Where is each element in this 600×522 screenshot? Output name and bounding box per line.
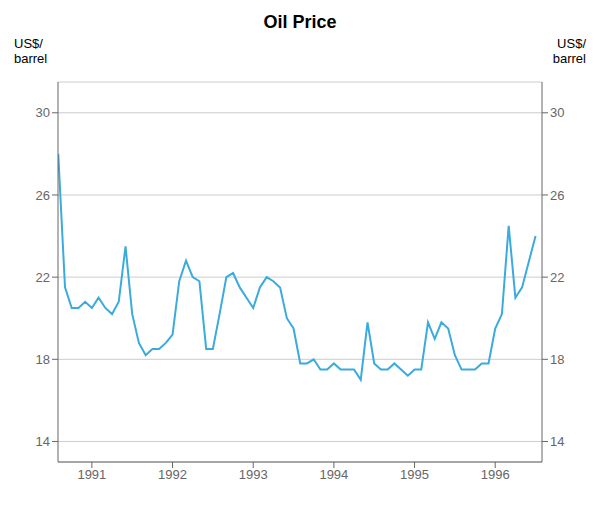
html-text:US$/ barrel: US$/ barrel <box>14 36 48 66</box>
svg-text:1995: 1995 <box>400 467 429 482</box>
svg-text:1992: 1992 <box>158 467 187 482</box>
svg-text:1996: 1996 <box>481 467 510 482</box>
svg-text:26: 26 <box>550 188 564 203</box>
svg-text:30: 30 <box>36 105 50 120</box>
svg-text:22: 22 <box>36 270 50 285</box>
html-text:Oil Price: Oil Price <box>263 12 337 32</box>
svg-text:14: 14 <box>550 434 564 449</box>
svg-text:18: 18 <box>550 352 564 367</box>
svg-text:14: 14 <box>36 434 50 449</box>
svg-text:1993: 1993 <box>239 467 268 482</box>
html-text:US$/ barrel: US$/ barrel <box>552 36 586 66</box>
svg-text:18: 18 <box>36 352 50 367</box>
svg-text:22: 22 <box>550 270 564 285</box>
svg-text:1991: 1991 <box>77 467 106 482</box>
svg-text:26: 26 <box>36 188 50 203</box>
svg-text:30: 30 <box>550 105 564 120</box>
svg-text:1994: 1994 <box>319 467 348 482</box>
